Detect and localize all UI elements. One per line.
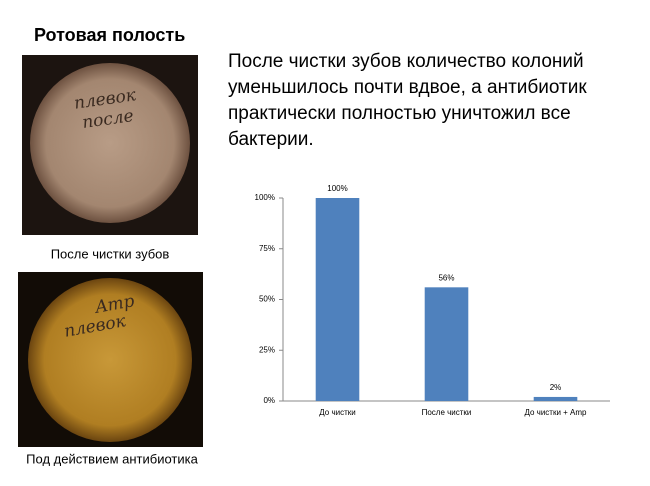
y-tick-label: 100%	[255, 193, 275, 202]
value-label: 2%	[550, 383, 562, 392]
value-label: 56%	[438, 273, 454, 282]
photo-caption: После чистки зубов	[51, 246, 170, 261]
body-text: бактерии.	[228, 129, 314, 150]
body-text: После чистки зубов количество колоний	[228, 51, 584, 72]
photo: плевок после	[22, 55, 198, 235]
bar	[533, 396, 578, 401]
body-text: уменьшилось почти вдвое, а антибиотик	[228, 77, 587, 98]
body-text: практически полностью уничтожил все	[228, 103, 571, 124]
y-tick-label: 50%	[259, 295, 275, 304]
photo-caption: Под действием антибиотика	[26, 451, 198, 466]
y-tick-label: 25%	[259, 345, 275, 354]
value-label: 100%	[327, 184, 347, 193]
bar	[315, 198, 360, 401]
bar	[424, 287, 469, 401]
x-tick-label: После чистки	[422, 408, 472, 417]
y-tick-label: 0%	[263, 396, 275, 405]
photo: Amp плевок	[18, 272, 203, 447]
slide-title: Ротовая полость	[34, 25, 185, 45]
y-tick-label: 75%	[259, 244, 275, 253]
x-tick-label: До чистки + Amp	[524, 408, 587, 417]
x-tick-label: До чистки	[319, 408, 355, 417]
